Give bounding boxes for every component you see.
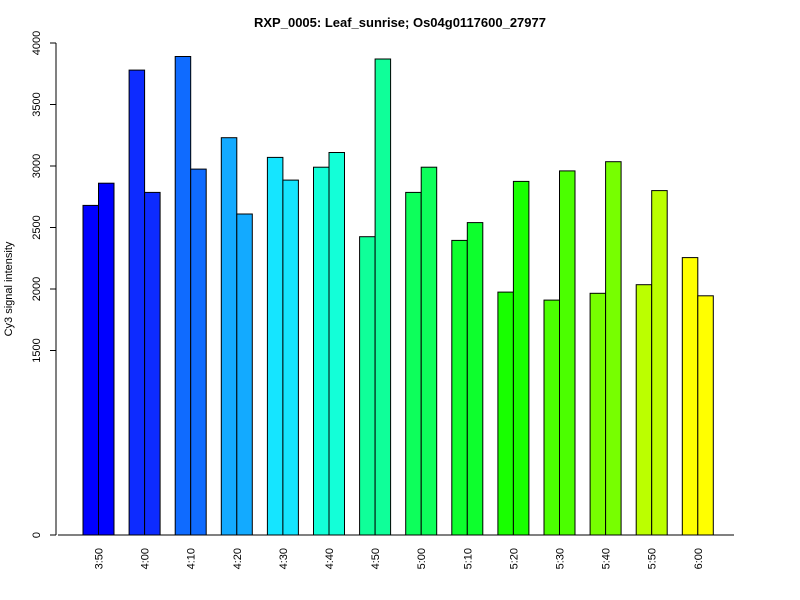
bar-500-1 xyxy=(405,191,422,536)
bar-530-2 xyxy=(559,170,576,536)
bar-440-2 xyxy=(328,152,345,536)
bar-520-1 xyxy=(497,291,514,536)
x-tick-label: 5:00 xyxy=(416,548,428,569)
x-tick-label: 4:10 xyxy=(186,548,198,569)
y-tick-label: 3000 xyxy=(31,154,43,178)
bar-440-1 xyxy=(313,166,330,536)
x-tick-label: 4:30 xyxy=(278,548,290,569)
x-tick-label: 5:30 xyxy=(555,548,567,569)
bar-450-2 xyxy=(374,58,392,536)
bar-450-1 xyxy=(359,236,376,536)
bar-520-2 xyxy=(512,180,530,536)
x-tick-label: 4:50 xyxy=(370,548,382,569)
y-axis-label: Cy3 signal intensity xyxy=(3,241,15,336)
bar-550-1 xyxy=(635,284,653,536)
x-axis-labels: 3:50 4:00 4:10 4:20 4:30 4:40 4:50 5:00 5:10 5:20… xyxy=(94,548,705,569)
x-tick-label: 5:40 xyxy=(601,548,613,569)
bar-420-2 xyxy=(236,213,253,536)
bar-530-1 xyxy=(543,299,560,536)
bar-420-1 xyxy=(220,137,238,536)
y-tick-label: 4000 xyxy=(31,31,43,55)
y-tick-label: 3500 xyxy=(31,92,43,116)
y-tick-label: 2500 xyxy=(31,215,43,239)
x-tick-label: 4:40 xyxy=(324,548,336,569)
bar-400-1 xyxy=(128,69,146,536)
y-tick-label: 0 xyxy=(31,532,43,538)
x-tick-label: 6:00 xyxy=(693,548,705,569)
bar-500-2 xyxy=(420,166,438,536)
bar-430-1 xyxy=(266,156,284,536)
bar-400-2 xyxy=(144,191,161,536)
bar-350-1 xyxy=(82,204,99,536)
x-tick-label: 5:10 xyxy=(462,548,474,569)
bar-540-1 xyxy=(589,292,607,536)
bar-600-2 xyxy=(697,295,714,536)
x-tick-label: 3:50 xyxy=(94,548,106,569)
bars-group xyxy=(58,56,734,536)
x-tick-label: 4:00 xyxy=(140,548,152,569)
bar-350-2 xyxy=(98,182,115,536)
bar-410-2 xyxy=(190,168,207,536)
bar-410-1 xyxy=(174,56,192,536)
x-tick-label: 5:20 xyxy=(508,548,520,569)
bar-550-2 xyxy=(651,190,668,536)
y-axis: 0 1500 2000 2500 3000 3500 4000 xyxy=(31,31,57,538)
y-tick-label: 1500 xyxy=(31,338,43,362)
bar-510-1 xyxy=(451,239,468,536)
chart-title: RXP_0005: Leaf_sunrise; Os04g0117600_279… xyxy=(254,15,546,30)
y-tick-label: 2000 xyxy=(31,277,43,301)
bar-430-2 xyxy=(282,179,299,536)
bar-540-2 xyxy=(605,161,622,536)
bar-510-2 xyxy=(466,222,484,536)
x-tick-label: 4:20 xyxy=(232,548,244,569)
bar-600-1 xyxy=(681,257,699,536)
x-tick-label: 5:50 xyxy=(647,548,659,569)
